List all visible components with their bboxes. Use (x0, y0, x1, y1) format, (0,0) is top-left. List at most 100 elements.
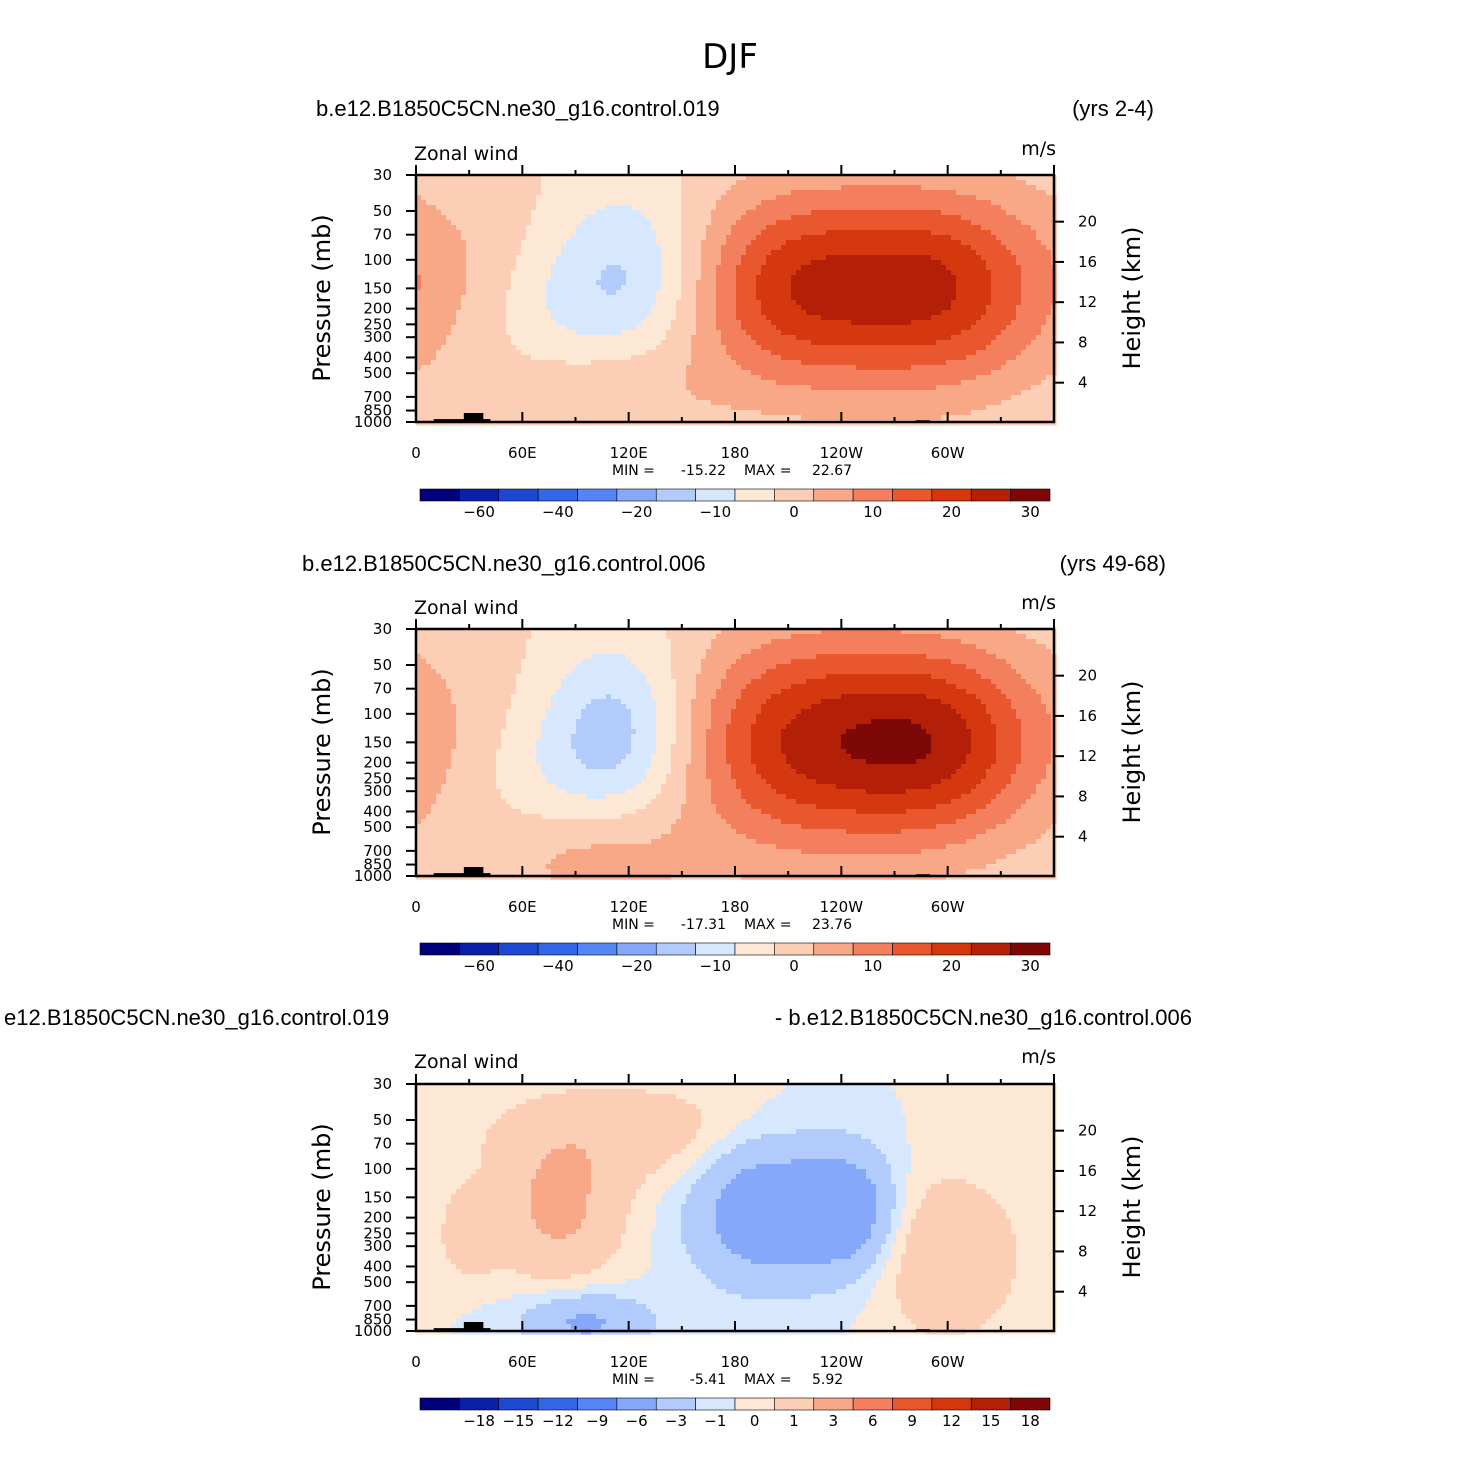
field-cell (881, 235, 887, 241)
field-cell (601, 185, 607, 191)
field-cell (806, 215, 812, 221)
field-cell (626, 245, 632, 251)
field-cell (821, 185, 827, 191)
field-cell (731, 220, 737, 226)
field-cell (986, 235, 992, 241)
field-cell (511, 190, 517, 196)
field-cell (781, 245, 787, 251)
field-cell (756, 215, 762, 221)
field-cell (801, 245, 807, 251)
field-cell (681, 185, 687, 191)
field-cell (926, 225, 932, 231)
field-cell (461, 245, 467, 251)
field-cell (661, 240, 667, 246)
field-cell (841, 240, 847, 246)
field-cell (446, 185, 452, 191)
field-cell (426, 200, 432, 206)
field-cell (971, 180, 977, 186)
field-cell (811, 195, 817, 201)
field-cell (596, 255, 602, 261)
field-cell (491, 185, 497, 191)
field-cell (816, 210, 822, 216)
field-cell (751, 225, 757, 231)
field-cell (1001, 195, 1007, 201)
field-cell (966, 190, 972, 196)
field-cell (451, 195, 457, 201)
field-cell (816, 190, 822, 196)
field-cell (426, 220, 432, 226)
field-cell (491, 205, 497, 211)
field-cell (911, 215, 917, 221)
field-cell (531, 185, 537, 191)
field-cell (441, 180, 447, 186)
field-cell (806, 180, 812, 186)
field-cell (941, 240, 947, 246)
field-cell (811, 205, 817, 211)
field-cell (581, 190, 587, 196)
field-cell (466, 195, 472, 201)
field-cell (461, 220, 467, 226)
field-cell (566, 230, 572, 236)
field-cell (836, 220, 842, 226)
field-cell (436, 220, 442, 226)
field-cell (806, 235, 812, 241)
field-cell (481, 210, 487, 216)
field-cell (896, 195, 902, 201)
field-cell (706, 240, 712, 246)
field-cell (1036, 240, 1042, 246)
field-cell (706, 180, 712, 186)
field-cell (671, 195, 677, 201)
field-cell (736, 220, 742, 226)
field-cell (926, 210, 932, 216)
field-cell (871, 250, 877, 256)
field-cell (761, 185, 767, 191)
field-cell (501, 250, 507, 256)
field-cell (576, 200, 582, 206)
field-cell (476, 185, 482, 191)
field-cell (516, 255, 522, 261)
field-cell (561, 180, 567, 186)
field-cell (481, 180, 487, 186)
field-cell (991, 245, 997, 251)
field-cell (431, 240, 437, 246)
field-cell (861, 185, 867, 191)
field-cell (746, 205, 752, 211)
field-cell (916, 210, 922, 216)
field-cell (576, 220, 582, 226)
field-cell (941, 190, 947, 196)
field-cell (1026, 235, 1032, 241)
field-cell (936, 235, 942, 241)
field-cell (996, 230, 1002, 236)
field-cell (626, 250, 632, 256)
field-cell (491, 210, 497, 216)
field-cell (776, 235, 782, 241)
field-cell (546, 240, 552, 246)
field-cell (816, 225, 822, 231)
field-cell (546, 235, 552, 241)
field-cell (926, 245, 932, 251)
field-cell (516, 240, 522, 246)
field-cell (616, 190, 622, 196)
field-cell (791, 230, 797, 236)
field-cell (451, 235, 457, 241)
field-cell (1021, 240, 1027, 246)
field-cell (996, 210, 1002, 216)
field-cell (801, 195, 807, 201)
field-cell (691, 250, 697, 256)
field-cell (1036, 215, 1042, 221)
field-cell (691, 195, 697, 201)
field-cell (736, 225, 742, 231)
field-cell (921, 230, 927, 236)
field-cell (641, 250, 647, 256)
field-cell (951, 195, 957, 201)
field-cell (761, 250, 767, 256)
field-cell (936, 230, 942, 236)
field-cell (486, 200, 492, 206)
field-cell (471, 240, 477, 246)
field-cell (936, 190, 942, 196)
panel-1: b.e12.B1850C5CN.ne30_g16.control.019 (yr… (308, 96, 1154, 521)
field-cell (831, 230, 837, 236)
field-cell (816, 195, 822, 201)
field-cell (436, 225, 442, 231)
field-cell (981, 205, 987, 211)
